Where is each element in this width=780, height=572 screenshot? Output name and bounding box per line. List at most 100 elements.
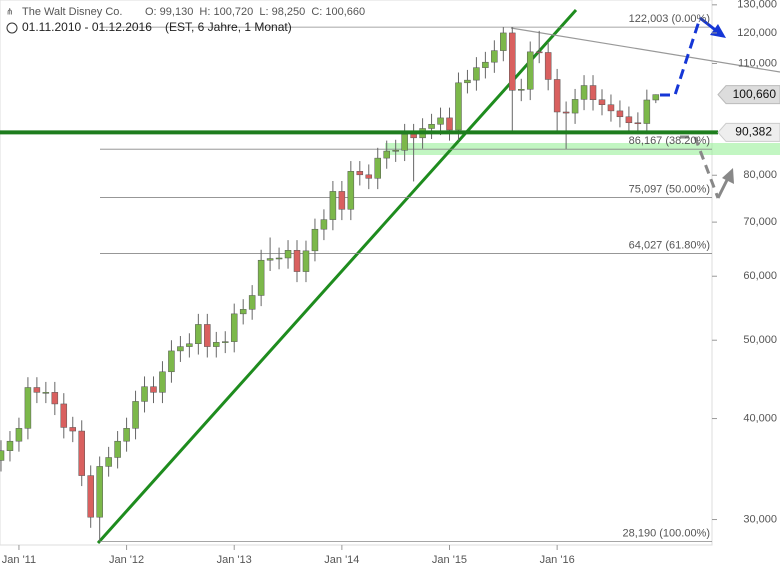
fib-label: 122,003 (0.00%) bbox=[629, 13, 710, 25]
candle-body bbox=[607, 104, 615, 112]
candle-body bbox=[96, 466, 103, 518]
forecast-down-arrow bbox=[716, 177, 730, 199]
candle-body bbox=[123, 428, 130, 442]
candle-body bbox=[544, 52, 552, 80]
fib-label: 86,167 (38.20%) bbox=[629, 135, 710, 147]
support-label-box bbox=[717, 122, 780, 142]
y-tick-label: 80,000 bbox=[743, 169, 777, 181]
candle-body bbox=[230, 313, 238, 342]
candle-body bbox=[392, 150, 399, 152]
candle-body bbox=[643, 99, 651, 124]
candle-body bbox=[320, 219, 328, 230]
candle-body bbox=[553, 79, 561, 113]
y-tick-label: 110,000 bbox=[738, 57, 777, 69]
x-tick-label: Jan '13 bbox=[217, 554, 252, 566]
candle-body bbox=[266, 258, 274, 261]
candle-body bbox=[473, 67, 480, 81]
candle-body bbox=[509, 32, 516, 91]
candle-body bbox=[33, 387, 41, 393]
candle-body bbox=[222, 341, 229, 343]
chart-title: The Walt Disney Co. bbox=[22, 6, 122, 18]
candle-body bbox=[78, 430, 85, 476]
logo: ⋔ bbox=[6, 6, 14, 16]
candle-body bbox=[150, 386, 157, 393]
candle-body bbox=[338, 191, 346, 210]
candle-body bbox=[365, 174, 373, 179]
y-tick-label: 40,000 bbox=[743, 412, 777, 424]
y-tick-label: 120,000 bbox=[737, 27, 777, 39]
candle-body bbox=[437, 117, 444, 125]
candle-body bbox=[634, 122, 642, 125]
x-tick-label: Jan '12 bbox=[109, 554, 144, 566]
candle-body bbox=[132, 401, 139, 429]
candle-body bbox=[302, 250, 310, 272]
candle-body bbox=[616, 110, 624, 118]
y-tick-label: 70,000 bbox=[743, 216, 777, 228]
candle-body bbox=[105, 457, 112, 467]
candle-body bbox=[6, 440, 14, 451]
x-tick-label: Jan '14 bbox=[324, 554, 359, 566]
candle-body bbox=[275, 257, 283, 260]
candle-body bbox=[0, 450, 5, 461]
candle-body bbox=[248, 295, 256, 310]
ohlc-summary: O: 99,130 H: 100,720 L: 98,250 C: 100,66… bbox=[145, 6, 365, 18]
x-tick-label: Jan '15 bbox=[432, 554, 467, 566]
arrowhead bbox=[722, 168, 734, 184]
candle-body bbox=[589, 85, 597, 100]
candle-body bbox=[177, 346, 184, 352]
candle-body bbox=[141, 386, 148, 402]
y-tick-label: 60,000 bbox=[743, 270, 777, 282]
candle-body bbox=[598, 99, 606, 105]
candle-body bbox=[410, 134, 417, 139]
candle-body bbox=[60, 403, 68, 428]
price-label: 100,660 bbox=[733, 87, 777, 101]
candle-body bbox=[518, 89, 525, 91]
candle-body bbox=[186, 343, 193, 347]
candle-body bbox=[356, 171, 364, 176]
candle-body bbox=[311, 228, 319, 252]
y-tick-label: 130,000 bbox=[737, 0, 777, 11]
fib-label: 75,097 (50.00%) bbox=[629, 183, 710, 195]
candle-body bbox=[284, 250, 292, 259]
candle-body bbox=[383, 150, 390, 159]
candle-body bbox=[580, 85, 588, 100]
plot-frame bbox=[0, 0, 713, 546]
period-note: (EST, 6 Jahre, 1 Monat) bbox=[165, 20, 292, 34]
y-tick-label: 50,000 bbox=[743, 334, 777, 346]
period: 01.11.2010 - 01.12.2016 bbox=[22, 20, 152, 34]
price-box bbox=[717, 85, 780, 105]
candle-body bbox=[42, 392, 50, 394]
candle-body bbox=[428, 124, 435, 129]
candle-body bbox=[374, 157, 381, 179]
support-label: 90,382 bbox=[735, 125, 772, 139]
x-tick-label: Jan '11 bbox=[2, 554, 36, 566]
fib-label: 28,190 (100.00%) bbox=[623, 527, 710, 539]
candle-body bbox=[464, 79, 471, 84]
marks bbox=[0, 26, 712, 542]
candle-body bbox=[159, 371, 166, 393]
candle-body bbox=[69, 427, 77, 432]
forecast-down bbox=[680, 135, 720, 199]
candle-body bbox=[213, 342, 220, 347]
candle-body bbox=[535, 51, 543, 54]
candle-body bbox=[455, 82, 462, 131]
candle-body bbox=[562, 111, 570, 114]
candle-body bbox=[491, 50, 498, 63]
candle-body bbox=[401, 134, 408, 151]
x-tick-label: Jan '16 bbox=[540, 554, 575, 566]
candle-body bbox=[571, 99, 579, 114]
y-tick-label: 30,000 bbox=[743, 513, 777, 525]
candle-body bbox=[87, 475, 94, 518]
candle-body bbox=[526, 51, 534, 90]
resistance-line bbox=[510, 27, 780, 73]
candle-body bbox=[257, 259, 265, 296]
candle-body bbox=[114, 440, 121, 458]
clock-icon bbox=[6, 22, 18, 34]
candle-body bbox=[652, 94, 660, 101]
candle-body bbox=[446, 117, 453, 131]
candle-body bbox=[293, 250, 301, 272]
forecast-up bbox=[660, 17, 702, 97]
fib-label: 64,027 (61.80%) bbox=[629, 239, 710, 251]
candle-body bbox=[204, 324, 211, 347]
